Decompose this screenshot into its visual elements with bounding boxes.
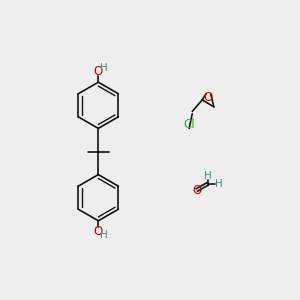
Text: O: O (192, 184, 202, 196)
Text: O: O (93, 225, 102, 238)
Text: O: O (93, 65, 102, 78)
Text: H: H (100, 230, 108, 240)
Text: Cl: Cl (183, 118, 195, 131)
Text: H: H (100, 63, 108, 73)
Text: H: H (204, 171, 212, 181)
Text: H: H (214, 179, 222, 189)
Text: O: O (204, 91, 213, 104)
